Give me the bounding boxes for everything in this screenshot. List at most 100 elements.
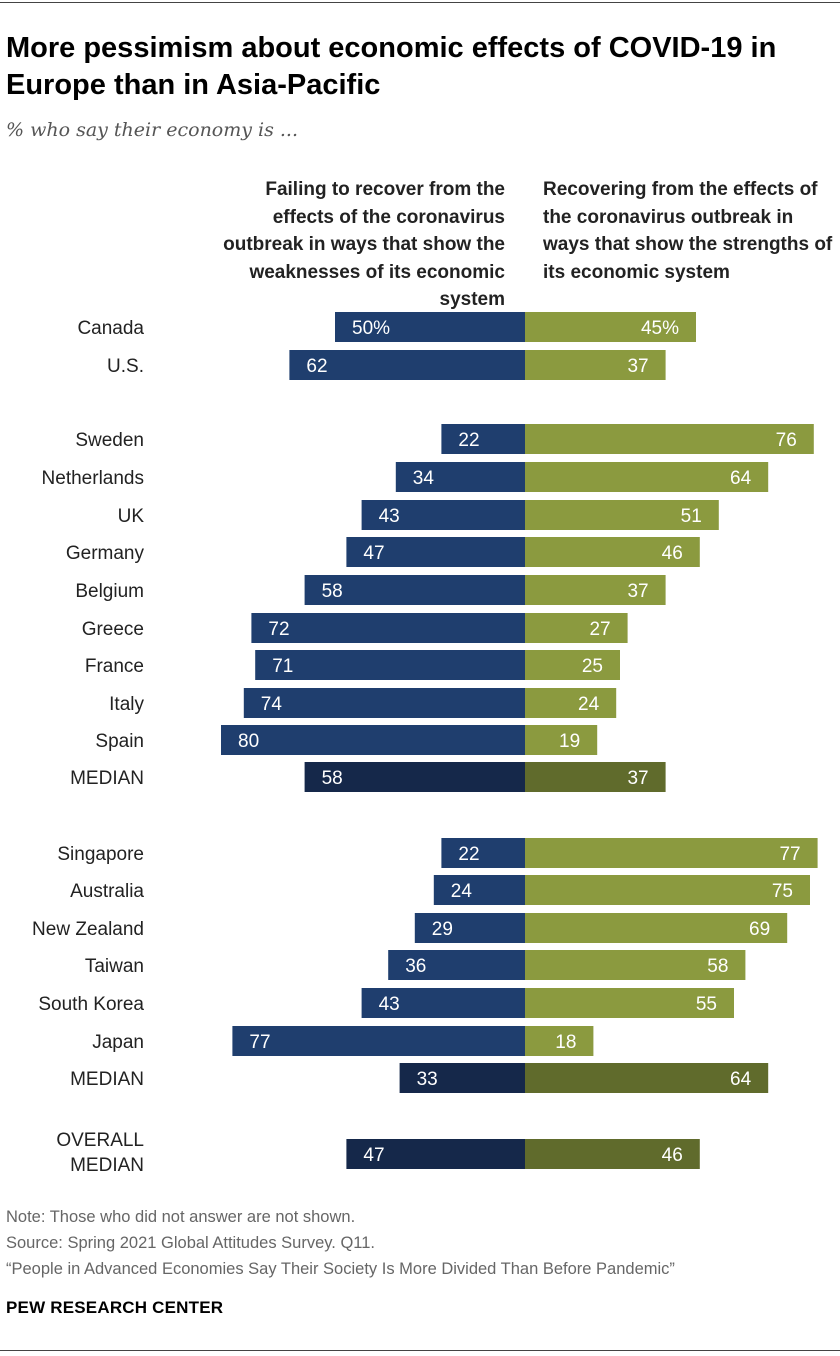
value-label-recovering: 18 <box>555 1032 576 1053</box>
footnote-note: Note: Those who did not answer are not s… <box>6 1208 356 1226</box>
bar-row: Taiwan 36 58 <box>85 950 746 980</box>
category-label: MEDIAN <box>70 768 144 789</box>
category-label: Singapore <box>57 844 144 865</box>
bar-recovering <box>525 838 818 868</box>
bar-failing <box>399 1063 525 1093</box>
value-label-failing: 47 <box>363 1145 384 1166</box>
bar-failing <box>335 312 525 342</box>
bar-row: Canada 50% 45% <box>77 312 696 342</box>
bar-failing <box>304 575 525 605</box>
value-label-recovering: 46 <box>662 543 683 564</box>
value-label-failing: 43 <box>379 994 400 1015</box>
value-label-recovering: 46 <box>662 1145 683 1166</box>
bar-recovering <box>525 988 734 1018</box>
value-label-recovering: 64 <box>730 1069 752 1090</box>
bar-recovering <box>525 575 666 605</box>
bar-row: Japan 77 18 <box>92 1026 594 1056</box>
value-label-failing: 58 <box>322 581 343 602</box>
bar-recovering <box>525 537 700 567</box>
bar-recovering <box>525 500 719 530</box>
category-label: Japan <box>92 1032 144 1053</box>
bar-failing <box>346 1139 525 1169</box>
category-label: MEDIAN <box>70 1155 144 1176</box>
category-label: Italy <box>109 694 144 715</box>
category-label: Taiwan <box>85 956 144 977</box>
bar-row: South Korea 43 55 <box>38 988 734 1018</box>
bar-recovering <box>525 312 696 342</box>
bar-recovering <box>525 613 628 643</box>
bar-row: UK 43 51 <box>118 500 719 530</box>
category-label: UK <box>118 506 145 527</box>
bar-row: U.S. 62 37 <box>107 350 666 380</box>
bar-row: Sweden 22 76 <box>75 424 814 454</box>
bar-failing <box>232 1026 525 1056</box>
category-label: Sweden <box>75 430 144 451</box>
category-label: South Korea <box>38 994 144 1015</box>
category-label: Australia <box>70 881 144 902</box>
value-label-failing: 33 <box>417 1069 438 1090</box>
bar-row: Singapore 22 77 <box>57 838 818 868</box>
bar-failing <box>251 613 525 643</box>
value-label-failing: 22 <box>458 844 479 865</box>
value-label-recovering: 45% <box>641 318 679 339</box>
bar-row: MEDIAN 33 64 <box>70 1063 769 1093</box>
footnote-source: Source: Spring 2021 Global Attitudes Sur… <box>6 1234 376 1252</box>
value-label-recovering: 69 <box>749 919 770 940</box>
bar-row: Spain 80 19 <box>95 725 598 755</box>
bar-row: Germany 47 46 <box>66 537 700 567</box>
value-label-failing: 71 <box>272 656 293 677</box>
bar-row: Netherlands 34 64 <box>42 462 769 492</box>
category-label: France <box>85 656 144 677</box>
value-label-failing: 43 <box>379 506 400 527</box>
value-label-recovering: 24 <box>578 694 600 715</box>
footnote-report: “People in Advanced Economies Say Their … <box>6 1260 675 1278</box>
bar-failing <box>361 500 525 530</box>
value-label-failing: 50% <box>352 318 390 339</box>
value-label-failing: 22 <box>458 430 479 451</box>
category-label: Belgium <box>75 581 144 602</box>
value-label-recovering: 77 <box>779 844 800 865</box>
bar-recovering <box>525 950 746 980</box>
category-label: Spain <box>95 731 144 752</box>
category-label: New Zealand <box>32 919 144 940</box>
value-label-recovering: 37 <box>627 356 648 377</box>
category-label: Netherlands <box>42 468 144 489</box>
category-label: OVERALL <box>56 1130 144 1151</box>
bar-failing <box>346 537 525 567</box>
bar-row: Italy 74 24 <box>109 688 617 718</box>
bar-failing <box>304 762 525 792</box>
bar-failing <box>433 875 525 905</box>
value-label-recovering: 55 <box>696 994 717 1015</box>
value-label-recovering: 75 <box>772 881 793 902</box>
value-label-recovering: 51 <box>681 506 702 527</box>
value-label-recovering: 58 <box>707 956 728 977</box>
bar-failing <box>243 688 526 718</box>
category-label: Germany <box>66 543 145 564</box>
bottom-rule <box>0 1350 840 1351</box>
bar-row: New Zealand 29 69 <box>32 913 788 943</box>
bar-failing <box>289 350 525 380</box>
value-label-recovering: 37 <box>627 768 648 789</box>
value-label-recovering: 76 <box>776 430 797 451</box>
value-label-failing: 74 <box>261 694 283 715</box>
bar-recovering <box>525 1139 700 1169</box>
bar-row: Belgium 58 37 <box>75 575 666 605</box>
bar-recovering <box>525 424 814 454</box>
bar-recovering <box>525 762 666 792</box>
value-label-failing: 62 <box>306 356 327 377</box>
category-label: Greece <box>82 619 144 640</box>
value-label-failing: 29 <box>432 919 453 940</box>
bar-recovering <box>525 462 769 492</box>
bar-recovering <box>525 650 620 680</box>
value-label-failing: 58 <box>322 768 343 789</box>
chart-title: More pessimism about economic effects of… <box>6 32 777 101</box>
chart-subtitle: % who say their economy is ... <box>6 119 299 141</box>
brand-logo-text: PEW RESEARCH CENTER <box>6 1298 224 1317</box>
column-header-failing: Failing to recover from the effects of t… <box>223 179 505 310</box>
top-rule <box>0 2 840 3</box>
bar-failing <box>221 725 525 755</box>
category-label: MEDIAN <box>70 1069 144 1090</box>
bar-recovering <box>525 350 666 380</box>
value-label-failing: 24 <box>451 881 473 902</box>
